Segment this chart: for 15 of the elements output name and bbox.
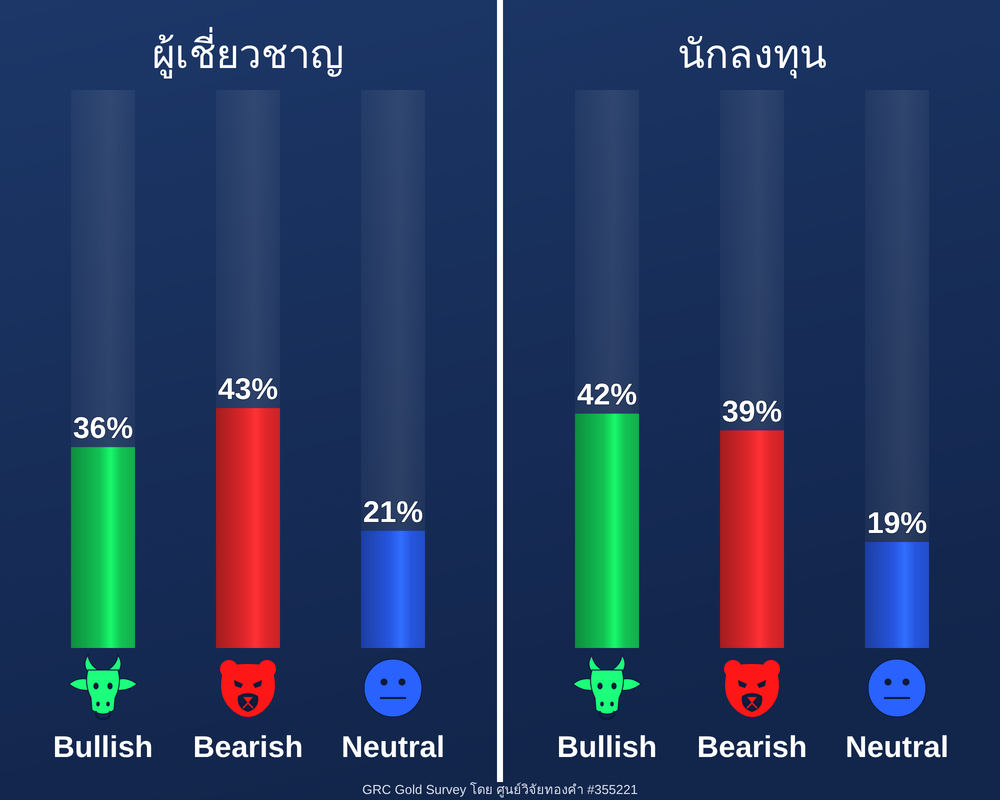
text: GRC Gold Survey โดย ศูนย์วิจัยทองคำ #355221 — [362, 782, 638, 798]
data-label: 36% — [72, 412, 134, 446]
x-tick-label: Neutral — [845, 731, 949, 764]
chart-title: ผู้เชี่ยวชาญ — [152, 27, 344, 78]
data-label: 43% — [218, 373, 278, 406]
data-label: 42% — [576, 378, 638, 412]
data-label: 21% — [362, 496, 424, 529]
chart-title: นักลงทุน — [678, 33, 826, 79]
x-tick-label: Bullish — [52, 731, 154, 764]
x-tick-label: Bearish — [192, 731, 304, 764]
data-label: 19% — [866, 506, 928, 540]
data-label: 39% — [722, 395, 782, 428]
x-tick-label: Neutral — [341, 731, 445, 764]
x-tick-label: Bullish — [556, 731, 658, 764]
x-tick-label: Bearish — [696, 731, 808, 764]
